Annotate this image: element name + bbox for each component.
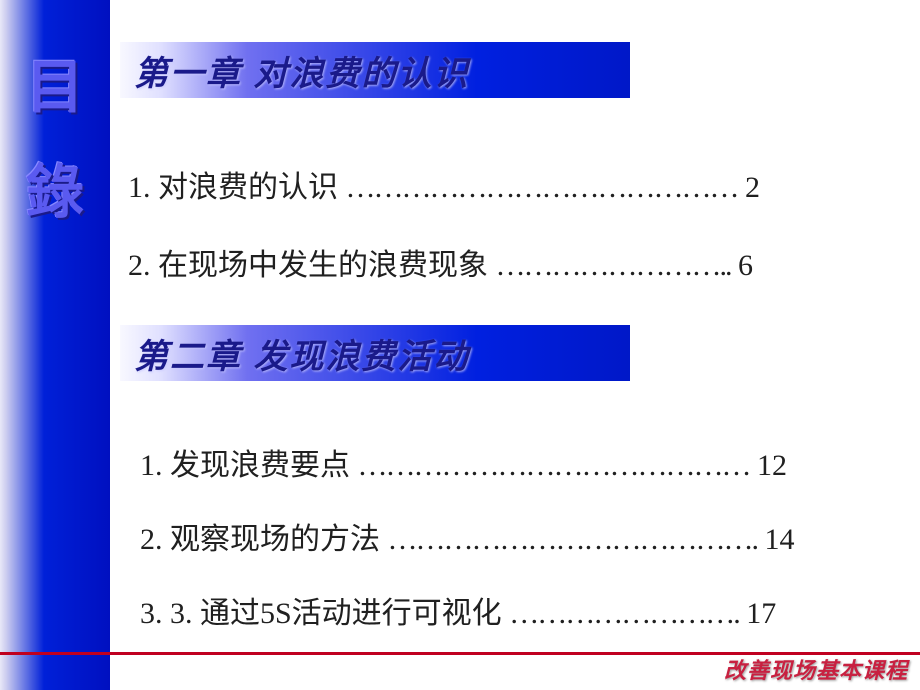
footer-text: 改善现场基本课程 bbox=[724, 653, 908, 685]
toc-num: 1. bbox=[140, 449, 163, 483]
toc-item-2: 2. 在现场中发生的浪费现象 …………………….. 6 bbox=[128, 240, 753, 284]
toc-dots: …………………………………… bbox=[346, 171, 738, 205]
chapter-title-1: 第一章 对浪费的认识 bbox=[134, 46, 469, 95]
sidebar-gradient: 目 錄 bbox=[0, 0, 110, 690]
toc-title: 对浪费的认识 bbox=[158, 162, 338, 206]
toc-num: 1. bbox=[128, 171, 151, 205]
toc-dots: ……………………. bbox=[509, 597, 739, 631]
toc-page: 12 bbox=[757, 449, 787, 483]
toc-page: 14 bbox=[765, 523, 795, 557]
toc-title: 在现场中发生的浪费现象 bbox=[158, 240, 488, 284]
sidebar-char-2: 錄 bbox=[26, 145, 84, 229]
toc-dots: …………………………………. bbox=[388, 523, 758, 557]
toc-num: 2. bbox=[140, 523, 163, 557]
toc-title: 3. 通过5S活动进行可视化 bbox=[170, 588, 502, 632]
chapter-header-2: 第二章 发现浪费活动 bbox=[120, 325, 630, 381]
toc-item-5: 3. 3. 通过5S活动进行可视化 ……………………. 17 bbox=[140, 588, 776, 632]
toc-page: 2 bbox=[745, 171, 760, 205]
toc-title: 观察现场的方法 bbox=[170, 514, 380, 558]
chapter-header-1: 第一章 对浪费的认识 bbox=[120, 42, 630, 98]
chapter-title-2: 第二章 发现浪费活动 bbox=[134, 329, 469, 378]
toc-title: 发现浪费要点 bbox=[170, 440, 350, 484]
toc-item-3: 1. 发现浪费要点 …………………………………… 12 bbox=[140, 440, 787, 484]
toc-dots: …………………….. bbox=[496, 249, 731, 283]
toc-item-1: 1. 对浪费的认识 …………………………………… 2 bbox=[128, 162, 760, 206]
toc-page: 6 bbox=[738, 249, 753, 283]
toc-num: 3. bbox=[140, 597, 163, 631]
toc-page: 17 bbox=[746, 597, 776, 631]
toc-item-4: 2. 观察现场的方法 …………………………………. 14 bbox=[140, 514, 795, 558]
sidebar-char-1: 目 bbox=[26, 40, 84, 124]
toc-dots: …………………………………… bbox=[358, 449, 750, 483]
toc-num: 2. bbox=[128, 249, 151, 283]
